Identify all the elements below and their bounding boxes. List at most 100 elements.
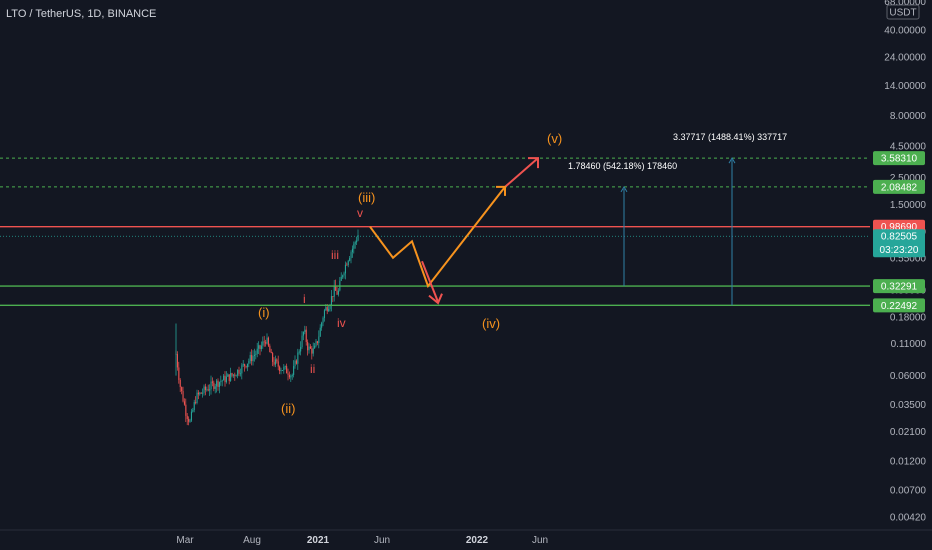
candle-body [244, 364, 246, 367]
candle-body [301, 335, 303, 348]
candle-body [197, 392, 199, 395]
candle-body [295, 360, 297, 364]
candle-body [298, 351, 300, 353]
candle-body [225, 376, 227, 383]
candle-body [220, 381, 222, 383]
candle-body [332, 296, 334, 297]
candle-body [266, 337, 268, 344]
candle-body [321, 322, 323, 328]
badge-text: 2.08482 [881, 182, 918, 193]
candle-body [251, 355, 253, 362]
candle-body [343, 273, 345, 276]
candle-body [319, 327, 321, 337]
candle-body [344, 264, 346, 274]
candle-body [283, 366, 285, 371]
candle-body [305, 329, 307, 342]
candle-body [188, 418, 190, 422]
candle-body [259, 345, 261, 350]
candle-body [218, 382, 220, 387]
candle-body [300, 347, 302, 352]
badge-bg [873, 279, 925, 294]
x-tick-label: 2021 [307, 535, 330, 546]
currency-badge [886, 4, 920, 20]
candle-body [280, 370, 282, 372]
currency-label: USDT [889, 8, 916, 19]
y-tick-label: 0.11000 [891, 339, 927, 350]
candle-body [221, 380, 223, 382]
candle-body [209, 389, 211, 391]
candle-body [223, 375, 225, 381]
candle-body [260, 345, 262, 350]
candle-body [179, 379, 181, 388]
x-tick-label: Jun [374, 535, 390, 546]
up-arrow-shaft [504, 157, 539, 188]
candle-body [309, 346, 311, 349]
candle-body [351, 248, 353, 253]
candle-body [357, 235, 359, 241]
candle-body [311, 348, 313, 354]
candle-body [353, 243, 355, 249]
candle-body [234, 374, 236, 376]
y-tick-label: 1.50000 [890, 200, 927, 211]
candle-body [217, 380, 219, 387]
candle-body [322, 317, 324, 323]
candle-body [239, 373, 241, 375]
candle-body [178, 367, 180, 380]
badge-bg [873, 229, 925, 258]
candle-body [245, 366, 247, 368]
y-tick-label: 0.03500 [890, 400, 927, 411]
candle-body [214, 386, 216, 389]
candle-body [330, 296, 332, 306]
candle-body [318, 336, 320, 344]
wave-label-major: (v) [547, 131, 562, 146]
candle-body [323, 310, 325, 318]
candle-body [183, 401, 185, 405]
candle-body [294, 360, 296, 367]
candle-body [207, 389, 209, 391]
candle-body [273, 361, 275, 365]
candle-body [277, 361, 279, 367]
up-arrow-head [528, 157, 539, 169]
candle-body [269, 345, 271, 353]
candle-body [211, 381, 213, 383]
candle-body [192, 410, 194, 412]
candle-body [281, 370, 283, 372]
wave-label-major: (ii) [281, 401, 295, 416]
candle-body [263, 341, 265, 343]
candle-body [288, 374, 290, 378]
candle-body [291, 374, 293, 376]
projection-arrows [369, 157, 539, 305]
wave-label-minor: iv [337, 316, 346, 330]
candle-body [258, 345, 260, 349]
candle-body [286, 366, 288, 374]
x-tick-label: 2022 [466, 535, 489, 546]
candle-body [238, 369, 240, 374]
measure-label: 1.78460 (542.18%) 178460 [568, 161, 677, 171]
candle-body [216, 380, 218, 387]
wave-projection-path [369, 186, 506, 289]
candle-body [230, 373, 232, 381]
candle-body [185, 404, 187, 416]
badge-text: 0.32291 [881, 282, 918, 293]
candle-body [252, 356, 254, 362]
candle-body [232, 374, 234, 376]
candle-body [326, 307, 328, 312]
candle-body [272, 353, 274, 362]
candle-body [203, 386, 205, 393]
candle-body [193, 402, 195, 411]
x-tick-label: Jun [532, 535, 548, 546]
current-price-text: 0.82505 [881, 232, 918, 243]
candle-body [350, 252, 352, 259]
candle-body [181, 387, 183, 392]
down-arrow-shaft [421, 260, 439, 303]
measure-arrowhead [728, 157, 736, 164]
horizontal-levels [0, 157, 870, 307]
price-badges: 3.58310 2.08482 0.98690 0.32291 0.22492 0.825… [873, 151, 925, 313]
wave-label-major: (i) [258, 305, 270, 320]
price-level-badge: 2.08482 [873, 179, 925, 194]
candle-body [267, 337, 269, 346]
candle-body [335, 285, 337, 291]
time-axis: Mar Aug 2021 Jun 2022 Jun [0, 529, 932, 546]
